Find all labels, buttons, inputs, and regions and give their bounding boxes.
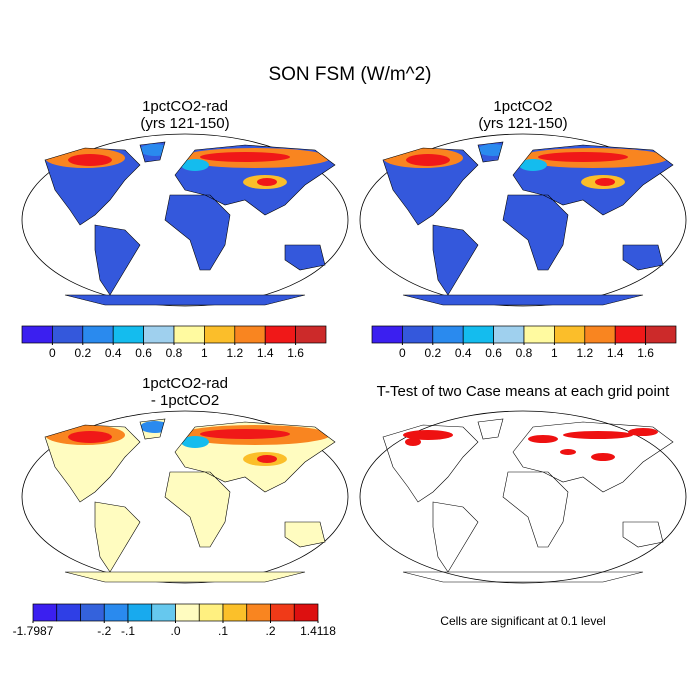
colorbar-swatch: [493, 325, 525, 344]
tick-label: 0.6: [485, 346, 502, 360]
map: [21, 410, 349, 584]
colorbar-swatch: [295, 325, 327, 344]
panel-title: 1pctCO2: [493, 98, 552, 115]
note: Cells are significant at 0.1 level: [440, 614, 605, 628]
panel-subtitle: (yrs 121-150): [478, 115, 567, 132]
colorbar-swatch: [614, 325, 646, 344]
colorbar-swatch: [198, 603, 224, 622]
panel-title: 1pctCO2-rad: [142, 98, 228, 115]
colorbar-swatch: [151, 603, 176, 622]
colorbar-swatch: [523, 325, 555, 344]
colorbar-swatch: [175, 603, 200, 622]
tick-label: 0.2: [424, 346, 441, 360]
tick-label: 0.8: [166, 346, 183, 360]
tick-label: 0.4: [105, 346, 122, 360]
tick-label: 1.4: [607, 346, 624, 360]
tick-label: .2: [265, 624, 275, 638]
map: [21, 133, 349, 307]
tick-label: 1.6: [637, 346, 654, 360]
tick-label: -.2: [97, 624, 111, 638]
colorbar-swatch: [645, 325, 677, 344]
colorbar-swatch: [371, 325, 403, 344]
tick-label: 0.6: [135, 346, 152, 360]
panel-subtitle: - 1pctCO2: [151, 392, 219, 409]
colorbar-swatch: [402, 325, 434, 344]
tick-label: 0.2: [74, 346, 91, 360]
tick-label: .0: [170, 624, 180, 638]
colorbar-swatch: [82, 325, 114, 344]
colorbar-swatch: [21, 325, 53, 344]
panel-title: 1pctCO2-rad: [142, 375, 228, 392]
colorbar-swatch: [293, 603, 319, 622]
panel-subtitle: (yrs 121-150): [140, 115, 229, 132]
tick-label: 1.4118: [300, 624, 336, 638]
colorbar-swatch: [270, 603, 295, 622]
colorbar-swatch: [32, 603, 58, 622]
colorbar-swatch: [112, 325, 144, 344]
tick-label: 1.4: [257, 346, 274, 360]
tick-label: 0.4: [455, 346, 472, 360]
colorbar-swatch: [103, 603, 129, 622]
colorbar-swatch: [264, 325, 296, 344]
tick-label: 1.6: [287, 346, 304, 360]
tick-label: 1.2: [226, 346, 243, 360]
colorbar-swatch: [204, 325, 236, 344]
colorbar-swatch: [222, 603, 248, 622]
tick-label: 1: [551, 346, 558, 360]
colorbar-swatch: [173, 325, 205, 344]
tick-label: 0: [49, 346, 56, 360]
colorbar-swatch: [462, 325, 494, 344]
colorbars: 0 0.2 0.4 0.6 0.8 1 1.2 1.4 1.6 0 0.2 0.4 0.6 0.8 1 1.2…: [13, 325, 677, 638]
colorbar-swatch: [234, 325, 266, 344]
colorbar-swatch: [584, 325, 616, 344]
tick-label: -.1: [121, 624, 135, 638]
colorbar-swatch: [554, 325, 586, 344]
colorbar-swatch: [80, 603, 105, 622]
colorbar-swatch: [127, 603, 153, 622]
tick-label: -1.7987: [13, 624, 54, 638]
colorbar-swatch: [143, 325, 175, 344]
colorbar-swatch: [246, 603, 271, 622]
tick-label: .1: [218, 624, 228, 638]
tick-label: 0: [399, 346, 406, 360]
map: [359, 410, 687, 584]
colorbar-swatch: [52, 325, 84, 344]
tick-label: 1: [201, 346, 208, 360]
colorbar-swatch: [56, 603, 81, 622]
tick-label: 1.2: [576, 346, 593, 360]
panel-title: T-Test of two Case means at each grid po…: [377, 383, 670, 400]
colorbar-swatch: [432, 325, 464, 344]
tick-label: 0.8: [516, 346, 533, 360]
map: [359, 133, 687, 307]
figure-title: SON FSM (W/m^2): [268, 64, 431, 85]
